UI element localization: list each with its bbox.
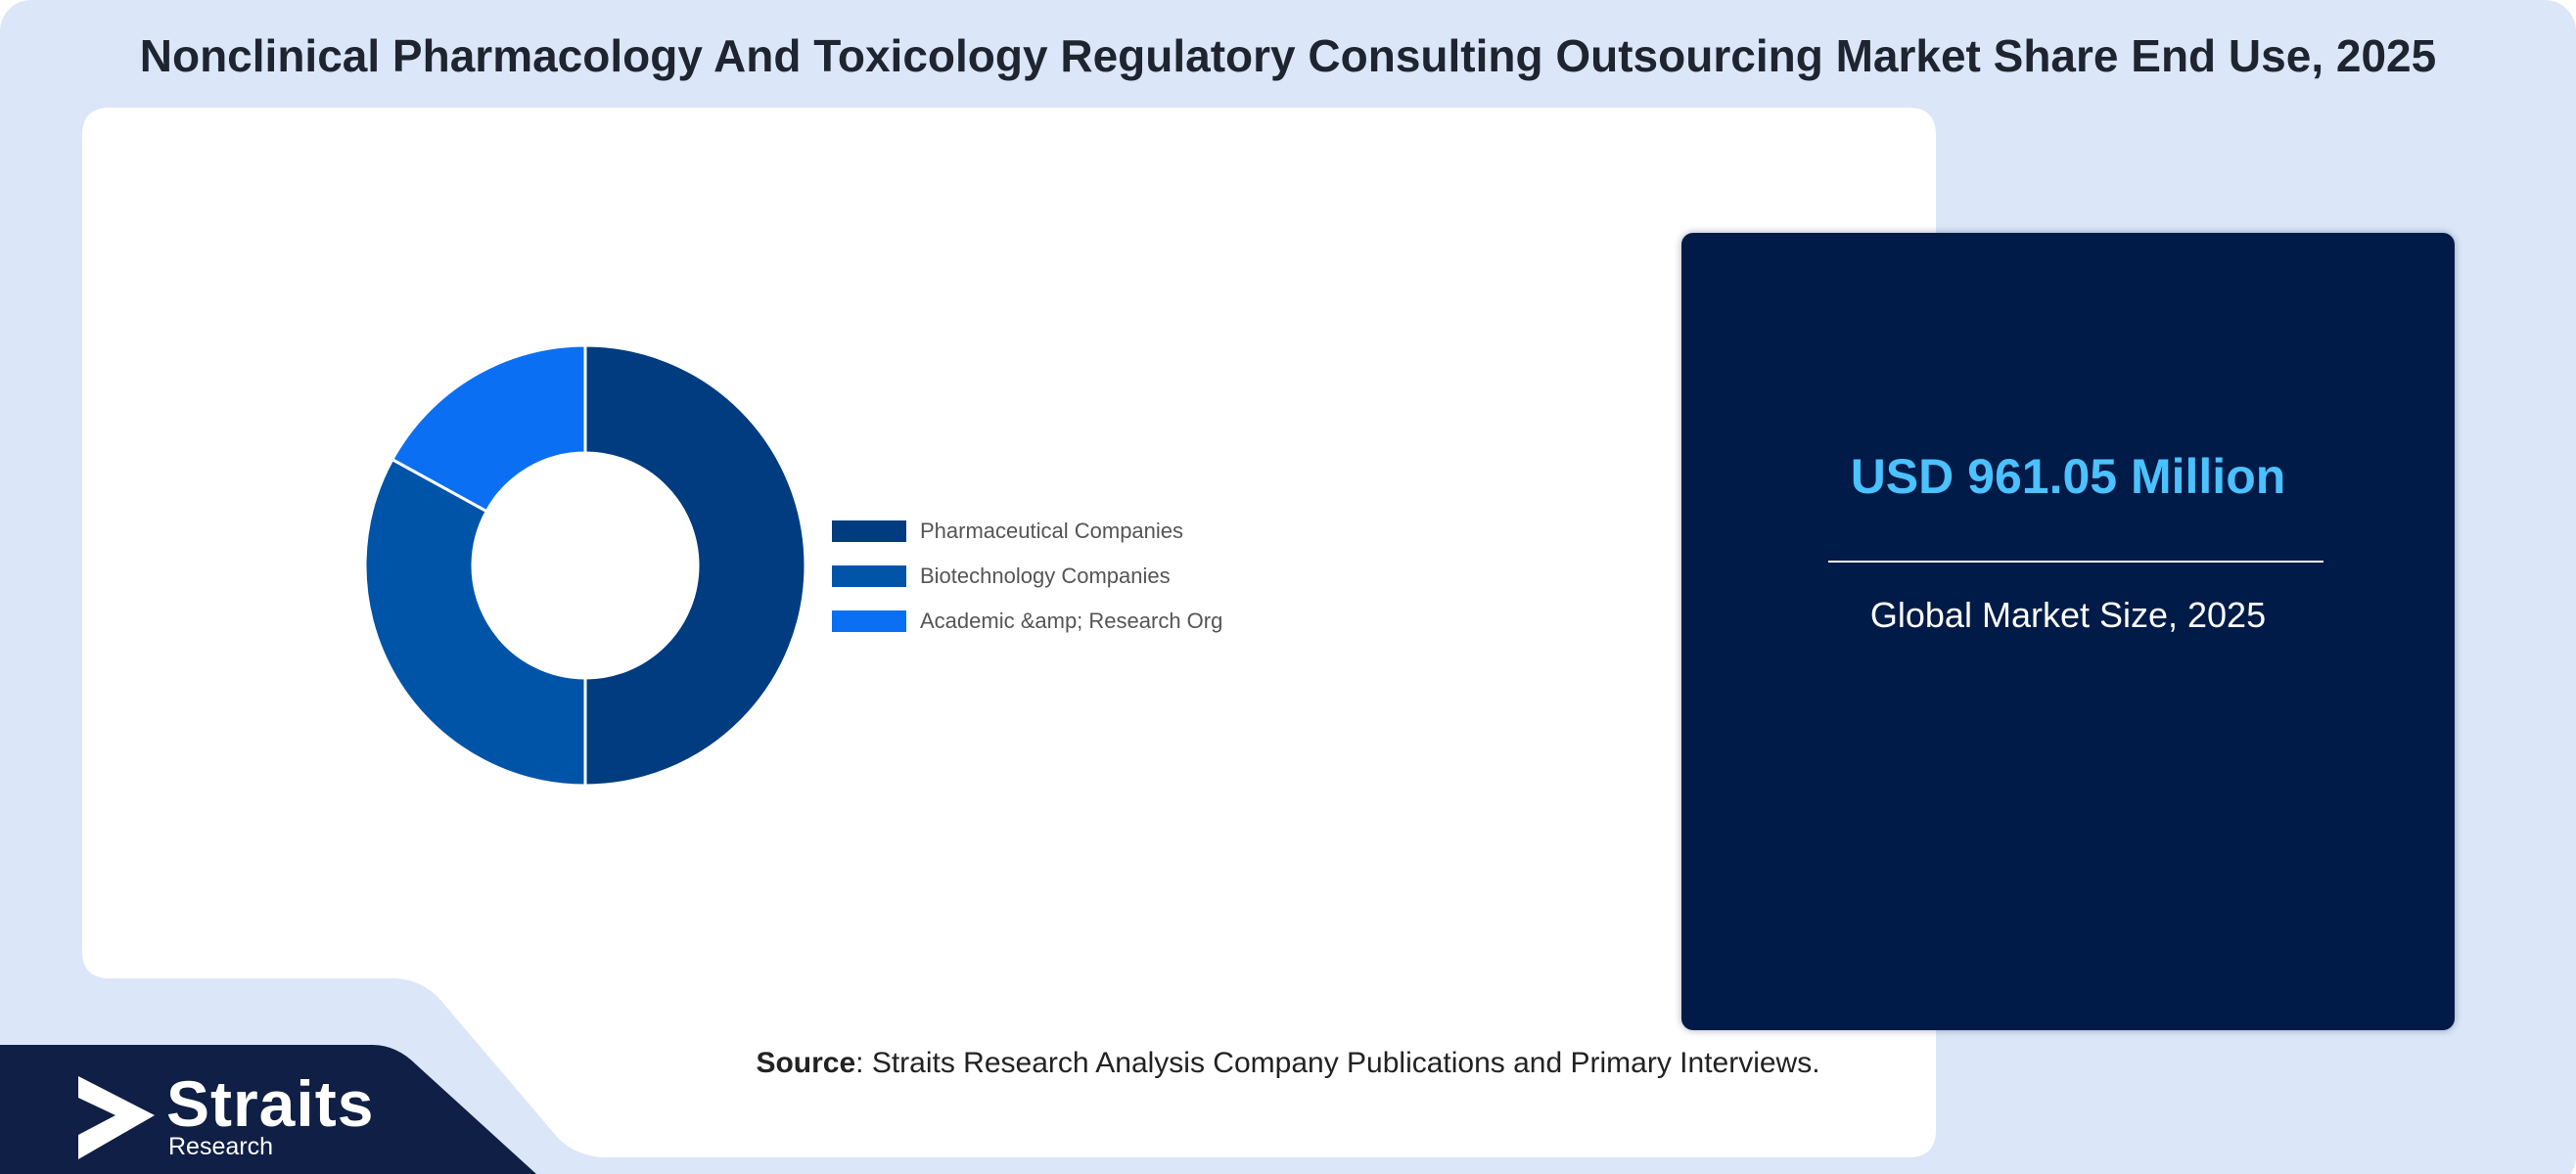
legend-swatch <box>832 565 906 587</box>
donut-slices <box>363 343 807 788</box>
market-size-value: USD 961.05 Million <box>1850 449 2286 504</box>
chart-legend: Pharmaceutical Companies Biotechnology Co… <box>832 519 1222 633</box>
card-divider <box>1828 561 2323 563</box>
market-size-card: USD 961.05 Million Global Market Size, 2… <box>1681 233 2455 1030</box>
donut-slice <box>363 457 587 788</box>
legend-swatch <box>832 520 906 542</box>
source-label: Source <box>756 1047 856 1079</box>
source-text: : Straits Research Analysis Company Publ… <box>855 1047 1820 1079</box>
legend-label: Biotechnology Companies <box>920 564 1171 588</box>
legend-swatch <box>832 610 906 632</box>
legend-label: Pharmaceutical Companies <box>920 519 1183 543</box>
page-title: Nonclinical Pharmacology And Toxicology … <box>139 30 2437 81</box>
donut-slice <box>390 343 587 514</box>
market-size-caption: Global Market Size, 2025 <box>1869 595 2267 635</box>
donut-slice <box>583 343 807 788</box>
legend-label: Academic &amp; Research Org <box>920 609 1222 633</box>
source-note: Source: Straits Research Analysis Compan… <box>0 1047 2576 1080</box>
